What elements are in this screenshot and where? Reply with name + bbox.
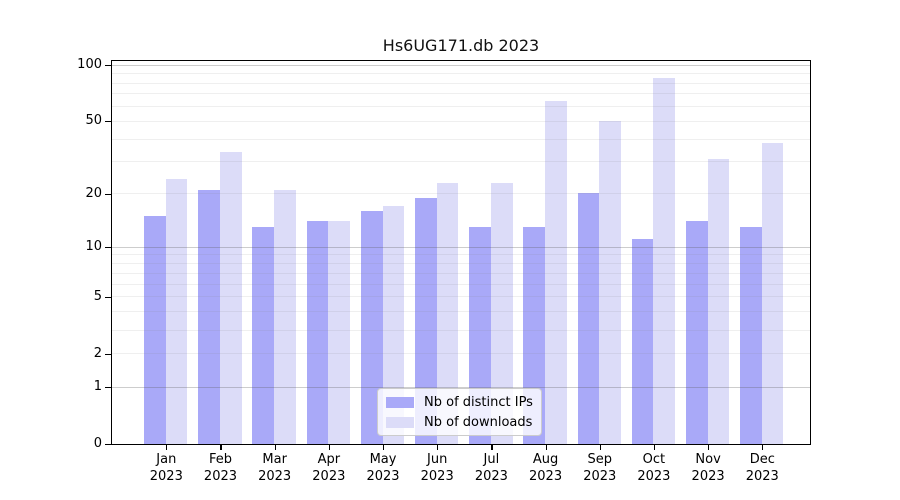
y-tick-label: 0 [93, 436, 102, 451]
x-tick-mark [708, 444, 710, 450]
x-tick-label: Apr 2023 [312, 452, 346, 484]
x-tick-mark [653, 444, 656, 450]
bar-downloads-aug [545, 100, 567, 444]
bar-distinct-ips-sep [577, 193, 600, 444]
y-tick-mark [104, 353, 111, 355]
x-tick-label: Jul 2023 [474, 452, 508, 484]
y-tick-mark [104, 387, 111, 389]
bar-downloads-dec [761, 142, 784, 444]
y-tick-mark [104, 247, 111, 249]
x-tick-label: Nov 2023 [691, 452, 725, 484]
x-tick-mark [545, 444, 547, 450]
y-tick-label: 100 [77, 57, 102, 72]
y-tick-label: 1 [93, 379, 102, 395]
x-tick-label: Dec 2023 [745, 452, 779, 484]
bar-distinct-ips-jan [144, 215, 166, 444]
y-tick-mark [104, 296, 111, 299]
bar-distinct-ips-may [360, 210, 383, 444]
bar-downloads-feb [219, 151, 242, 444]
x-tick-mark [599, 444, 601, 450]
legend-label-distinct-ips: Nb of distinct IPs [424, 394, 533, 410]
bar-distinct-ips-jun [415, 197, 437, 444]
bar-distinct-ips-apr [306, 221, 329, 444]
x-tick-label: Aug 2023 [529, 452, 563, 484]
bar-distinct-ips-dec [740, 226, 762, 444]
y-tick-mark [104, 444, 111, 446]
x-tick-label: May 2023 [366, 452, 400, 484]
bar-distinct-ips-mar [252, 226, 275, 444]
legend: Nb of distinct IPs Nb of downloads [377, 388, 542, 436]
bar-distinct-ips-feb [198, 189, 220, 444]
legend-swatch-distinct-ips [386, 396, 414, 408]
bar-downloads-apr [328, 221, 351, 444]
bar-downloads-oct [653, 77, 676, 444]
legend-item-distinct-ips: Nb of distinct IPs [386, 394, 541, 411]
y-tick-mark [104, 121, 111, 123]
x-tick-mark [166, 444, 168, 450]
bar-downloads-mar [274, 189, 296, 444]
bar-downloads-jun [436, 182, 459, 444]
x-tick-label: Oct 2023 [637, 452, 671, 484]
x-tick-mark [383, 444, 385, 450]
x-tick-mark [491, 444, 493, 450]
bar-downloads-nov [707, 158, 730, 444]
x-tick-mark [328, 444, 331, 450]
x-tick-mark [274, 444, 276, 450]
x-tick-mark [220, 444, 222, 450]
bar-downloads-jan [165, 179, 188, 444]
y-tick-mark [104, 65, 111, 67]
bar-distinct-ips-nov [685, 221, 708, 444]
y-tick-label: 20 [85, 185, 102, 201]
y-tick-label: 50 [85, 113, 102, 129]
chart-title: Hs6UG171.db 2023 [382, 36, 540, 55]
legend-swatch-downloads [386, 416, 414, 428]
bar-downloads-sep [599, 120, 621, 444]
x-tick-label: Jun 2023 [420, 452, 454, 484]
bar-distinct-ips-oct [631, 239, 654, 444]
x-tick-mark [762, 444, 764, 450]
bar-downloads-jul [490, 182, 513, 444]
y-tick-label: 2 [93, 345, 102, 361]
y-tick-label: 10 [85, 239, 102, 255]
bars-layer [112, 61, 810, 444]
x-tick-label: Sep 2023 [583, 452, 617, 484]
legend-item-downloads: Nb of downloads [386, 414, 541, 431]
y-tick-mark [104, 193, 111, 196]
x-tick-mark [437, 444, 439, 450]
x-tick-label: Mar 2023 [258, 452, 292, 484]
bar-downloads-may [382, 206, 405, 444]
legend-label-downloads: Nb of downloads [424, 414, 533, 430]
plot-area [110, 59, 811, 445]
x-tick-label: Jan 2023 [149, 452, 183, 484]
y-tick-label: 5 [93, 288, 102, 304]
x-tick-label: Feb 2023 [203, 452, 238, 484]
